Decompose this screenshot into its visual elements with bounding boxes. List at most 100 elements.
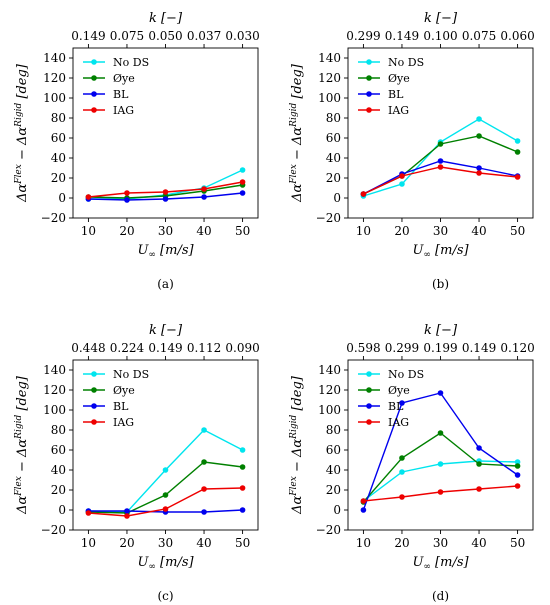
legend-label: Øye [388, 384, 410, 397]
top-tick-label: 0.299 [385, 341, 419, 355]
data-point [399, 173, 405, 179]
y-tick-label: 80 [51, 423, 66, 437]
legend-marker [366, 387, 372, 393]
data-point [476, 165, 482, 171]
data-point [124, 513, 130, 519]
data-point [476, 116, 482, 122]
y-tick-label: 60 [51, 131, 66, 145]
x-axis-label: U∞ [m/s] [412, 243, 469, 260]
data-point [85, 510, 92, 516]
data-point [514, 174, 521, 180]
top-tick-label: 0.112 [187, 341, 221, 355]
top-tick-label: 0.224 [110, 341, 145, 355]
top-tick-label: 0.299 [346, 29, 380, 43]
data-point [239, 507, 246, 513]
data-point [201, 427, 207, 433]
x-tick-label: 50 [510, 224, 525, 238]
legend-marker [366, 419, 372, 425]
data-point [399, 400, 405, 406]
data-point [437, 158, 444, 164]
panel-caption: (d) [432, 589, 449, 603]
data-point [239, 179, 246, 185]
data-point [437, 390, 444, 396]
data-point [514, 472, 521, 478]
x-axis-label: U∞ [m/s] [412, 555, 469, 572]
y-axis-label: ΔαFlex − ΔαRigid [deg] [289, 375, 305, 515]
y-tick-label: 20 [326, 171, 341, 185]
legend-label: IAG [113, 104, 134, 117]
y-tick-label: 120 [318, 383, 341, 397]
x-tick-label: 30 [158, 536, 173, 550]
x-tick-label: 10 [81, 536, 96, 550]
data-point [360, 191, 367, 197]
legend-label: BL [388, 400, 404, 413]
legend-label: Øye [113, 384, 135, 397]
x-tick-label: 10 [81, 224, 96, 238]
legend-marker [366, 403, 372, 409]
top-axis-label: k [−] [424, 11, 458, 26]
legend-label: IAG [388, 416, 409, 429]
data-point [360, 498, 367, 504]
series-line-0 [363, 118, 518, 197]
x-axis-label: U∞ [m/s] [137, 243, 194, 260]
top-tick-label: 0.149 [462, 341, 496, 355]
x-tick-label: 50 [235, 224, 250, 238]
panel-caption: (c) [157, 589, 173, 603]
x-tick-label: 40 [471, 536, 486, 550]
top-tick-label: 0.037 [187, 29, 221, 43]
data-point [201, 486, 207, 492]
x-tick-label: 40 [471, 224, 486, 238]
data-point [162, 506, 169, 512]
legend-label: Øye [113, 72, 135, 85]
top-tick-label: 0.090 [225, 341, 259, 355]
data-point [162, 196, 169, 202]
y-axis-label: ΔαFlex − ΔαRigid [deg] [289, 63, 305, 203]
legend-marker [366, 59, 372, 65]
data-point [85, 194, 92, 200]
legend-label: BL [113, 400, 129, 413]
data-point [399, 469, 405, 475]
data-point [437, 489, 444, 495]
data-point [239, 190, 246, 196]
data-point [360, 507, 367, 513]
data-point [514, 483, 521, 489]
data-point [239, 167, 246, 173]
data-point [239, 464, 246, 470]
data-point [514, 149, 521, 155]
legend-marker [366, 371, 372, 377]
chart-panel-d: −20 0 20 40 60 80 100 120 140 10 0.598 20 0.299 30 0.1… [289, 323, 535, 603]
legend-label: BL [388, 88, 404, 101]
y-tick-label: 140 [318, 51, 341, 65]
top-tick-label: 0.199 [423, 341, 457, 355]
y-tick-label: 140 [43, 363, 66, 377]
y-tick-label: 20 [326, 483, 341, 497]
y-tick-label: −20 [316, 523, 341, 537]
top-tick-label: 0.120 [500, 341, 534, 355]
data-point [476, 486, 482, 492]
plot-frame [72, 359, 259, 531]
x-tick-label: 20 [119, 536, 134, 550]
y-tick-label: 100 [318, 403, 341, 417]
data-point [399, 181, 405, 187]
data-point [124, 197, 130, 203]
x-tick-label: 30 [433, 536, 448, 550]
y-tick-label: 120 [43, 71, 66, 85]
y-tick-label: 140 [318, 363, 341, 377]
top-axis-label: k [−] [149, 11, 183, 26]
y-axis-label: ΔαFlex − ΔαRigid [deg] [14, 63, 30, 203]
data-point [476, 170, 482, 176]
data-point [437, 164, 444, 170]
x-tick-label: 20 [394, 536, 409, 550]
legend-label: No DS [388, 56, 424, 69]
x-tick-label: 50 [235, 536, 250, 550]
top-tick-label: 0.149 [71, 29, 105, 43]
top-tick-label: 0.050 [148, 29, 182, 43]
y-tick-label: 60 [326, 443, 341, 457]
y-tick-label: 40 [51, 151, 66, 165]
legend-marker [91, 371, 97, 377]
legend-marker [91, 75, 97, 81]
legend-label: IAG [113, 416, 134, 429]
data-point [476, 133, 482, 139]
data-point [476, 445, 482, 451]
x-tick-label: 30 [433, 224, 448, 238]
